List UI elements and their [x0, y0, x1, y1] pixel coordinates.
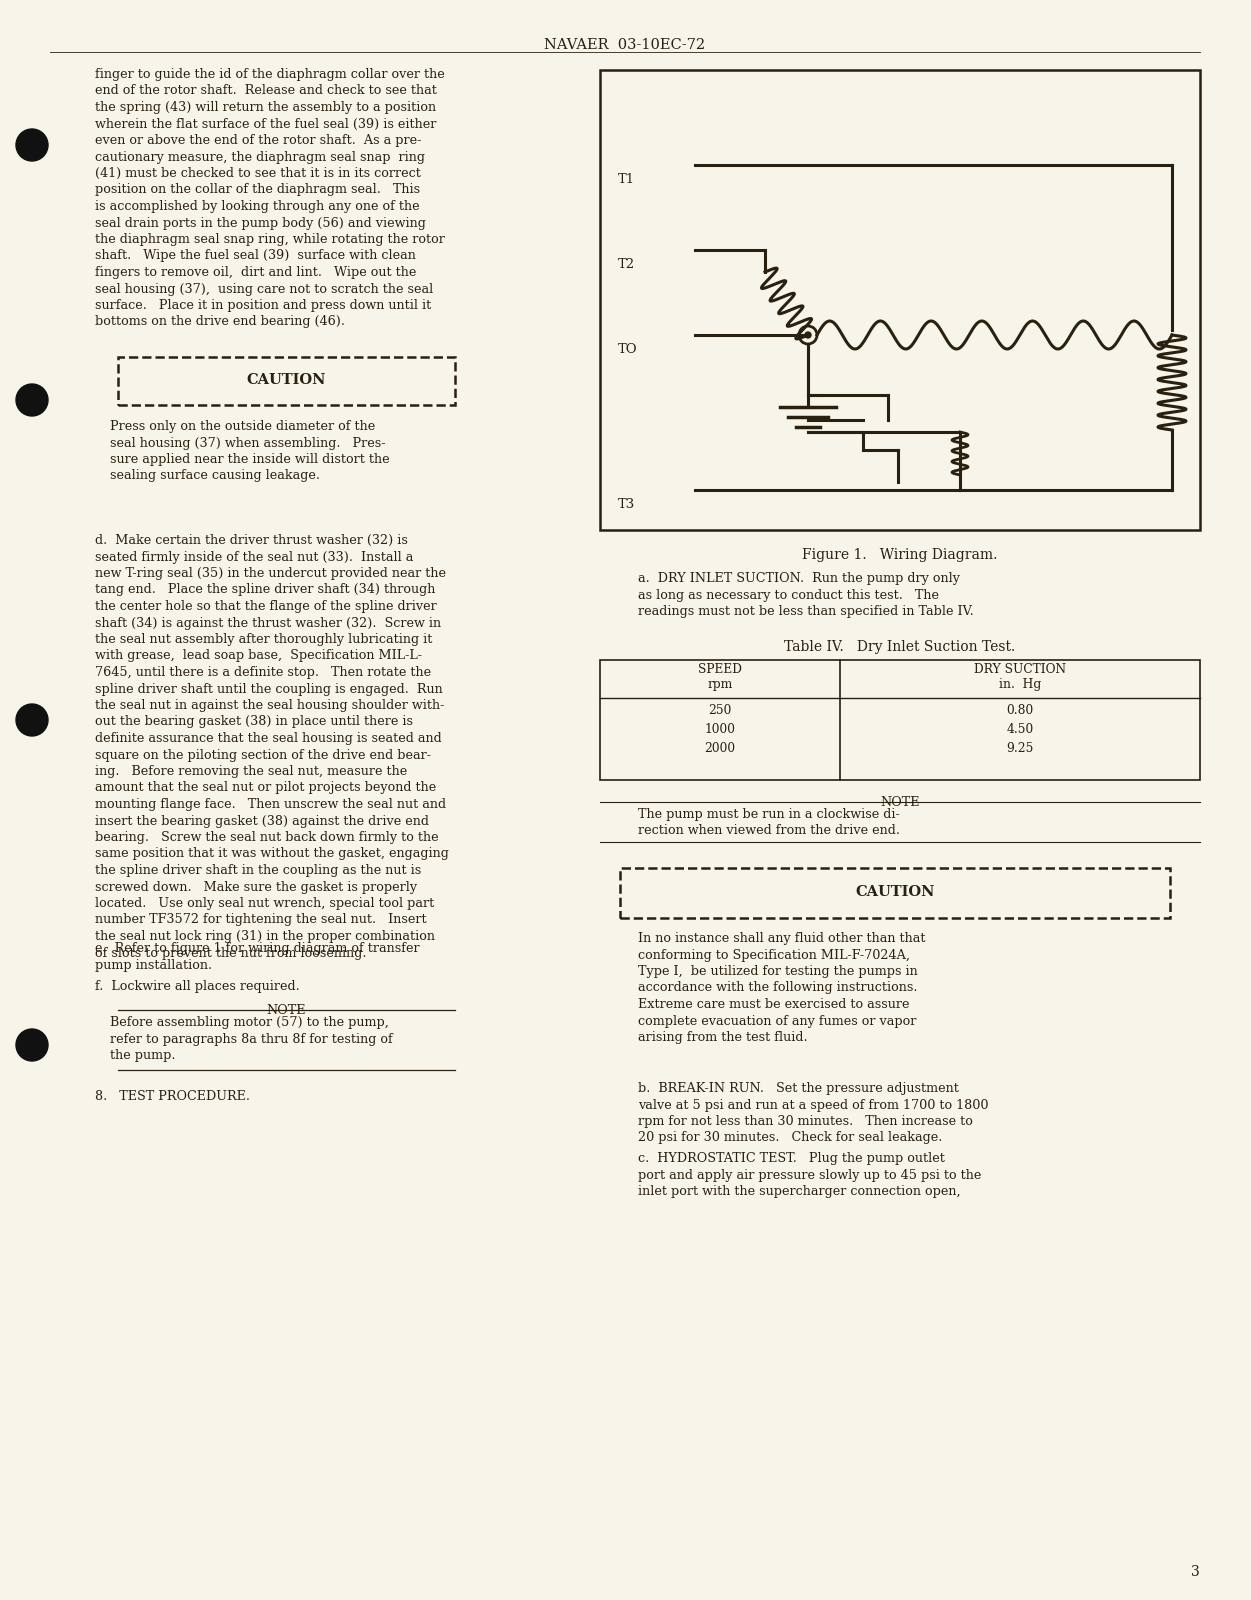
Text: CAUTION: CAUTION: [856, 885, 934, 899]
Text: 250
1000
2000: 250 1000 2000: [704, 704, 736, 755]
Text: finger to guide the id of the diaphragm collar over the
end of the rotor shaft. : finger to guide the id of the diaphragm …: [95, 67, 445, 328]
Text: The pump must be run in a clockwise di-
rection when viewed from the drive end.: The pump must be run in a clockwise di- …: [638, 808, 899, 837]
Text: TO: TO: [618, 342, 638, 357]
Text: NOTE: NOTE: [266, 1005, 306, 1018]
Text: T2: T2: [618, 258, 636, 270]
Circle shape: [16, 130, 48, 162]
Text: NAVAER  03-10EC-72: NAVAER 03-10EC-72: [544, 38, 706, 51]
Text: b.  BREAK-IN RUN.   Set the pressure adjustment
valve at 5 psi and run at a spee: b. BREAK-IN RUN. Set the pressure adjust…: [638, 1082, 988, 1144]
Text: In no instance shall any fluid other than that
conforming to Specification MIL-F: In no instance shall any fluid other tha…: [638, 931, 926, 1043]
Text: Before assembling motor (57) to the pump,
refer to paragraphs 8a thru 8f for tes: Before assembling motor (57) to the pump…: [110, 1016, 393, 1062]
Text: 3: 3: [1191, 1565, 1200, 1579]
Text: SPEED
rpm: SPEED rpm: [698, 662, 742, 691]
Text: c.  HYDROSTATIC TEST.   Plug the pump outlet
port and apply air pressure slowly : c. HYDROSTATIC TEST. Plug the pump outle…: [638, 1152, 981, 1198]
Circle shape: [804, 333, 811, 338]
Text: 8.   TEST PROCEDURE.: 8. TEST PROCEDURE.: [95, 1090, 250, 1102]
Text: DRY SUCTION
in.  Hg: DRY SUCTION in. Hg: [975, 662, 1066, 691]
Text: d.  Make certain the driver thrust washer (32) is
seated firmly inside of the se: d. Make certain the driver thrust washer…: [95, 534, 449, 960]
Text: a.  DRY INLET SUCTION.  Run the pump dry only
as long as necessary to conduct th: a. DRY INLET SUCTION. Run the pump dry o…: [638, 573, 973, 618]
Text: T1: T1: [618, 173, 636, 186]
Circle shape: [16, 1029, 48, 1061]
Text: CAUTION: CAUTION: [246, 373, 327, 387]
Bar: [600, 70, 1200, 530]
Bar: [620, 867, 1170, 918]
Circle shape: [16, 384, 48, 416]
Text: Figure 1.   Wiring Diagram.: Figure 1. Wiring Diagram.: [802, 547, 998, 562]
Bar: [600, 659, 1200, 781]
Text: T3: T3: [618, 498, 636, 510]
Text: Press only on the outside diameter of the
seal housing (37) when assembling.   P: Press only on the outside diameter of th…: [110, 419, 389, 483]
Text: Table IV.   Dry Inlet Suction Test.: Table IV. Dry Inlet Suction Test.: [784, 640, 1016, 654]
Text: e.  Refer to figure 1 for wiring diagram of transfer
pump installation.: e. Refer to figure 1 for wiring diagram …: [95, 942, 419, 971]
Bar: [118, 357, 455, 405]
Text: NOTE: NOTE: [881, 795, 919, 810]
Text: f.  Lockwire all places required.: f. Lockwire all places required.: [95, 979, 300, 994]
Circle shape: [16, 704, 48, 736]
Text: 0.80
4.50
9.25: 0.80 4.50 9.25: [1006, 704, 1033, 755]
